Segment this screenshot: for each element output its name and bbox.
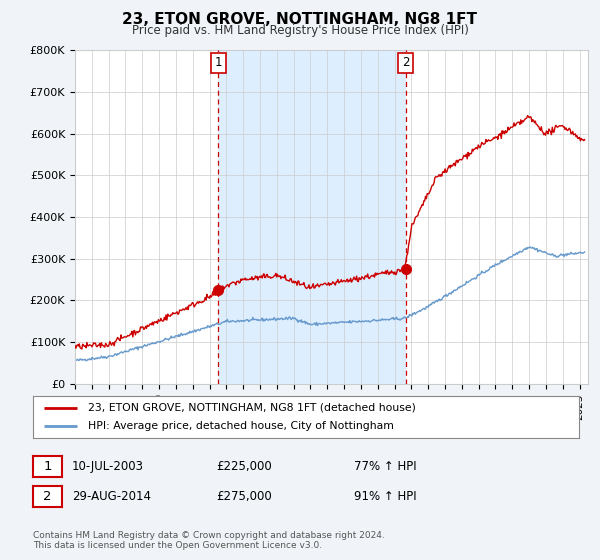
Text: HPI: Average price, detached house, City of Nottingham: HPI: Average price, detached house, City… xyxy=(88,421,394,431)
Text: £275,000: £275,000 xyxy=(216,490,272,503)
Text: 23, ETON GROVE, NOTTINGHAM, NG8 1FT: 23, ETON GROVE, NOTTINGHAM, NG8 1FT xyxy=(122,12,478,27)
Text: 2: 2 xyxy=(43,490,52,503)
Text: 2: 2 xyxy=(402,57,409,69)
Text: Price paid vs. HM Land Registry's House Price Index (HPI): Price paid vs. HM Land Registry's House … xyxy=(131,24,469,36)
Text: £225,000: £225,000 xyxy=(216,460,272,473)
Bar xyxy=(218,50,406,384)
Text: 1: 1 xyxy=(215,57,222,69)
Text: 77% ↑ HPI: 77% ↑ HPI xyxy=(354,460,416,473)
Text: 91% ↑ HPI: 91% ↑ HPI xyxy=(354,490,416,503)
Text: 10-JUL-2003: 10-JUL-2003 xyxy=(72,460,144,473)
Text: Contains HM Land Registry data © Crown copyright and database right 2024.
This d: Contains HM Land Registry data © Crown c… xyxy=(33,531,385,550)
Text: 29-AUG-2014: 29-AUG-2014 xyxy=(72,490,151,503)
Text: 1: 1 xyxy=(43,460,52,473)
Text: 23, ETON GROVE, NOTTINGHAM, NG8 1FT (detached house): 23, ETON GROVE, NOTTINGHAM, NG8 1FT (det… xyxy=(88,403,415,413)
